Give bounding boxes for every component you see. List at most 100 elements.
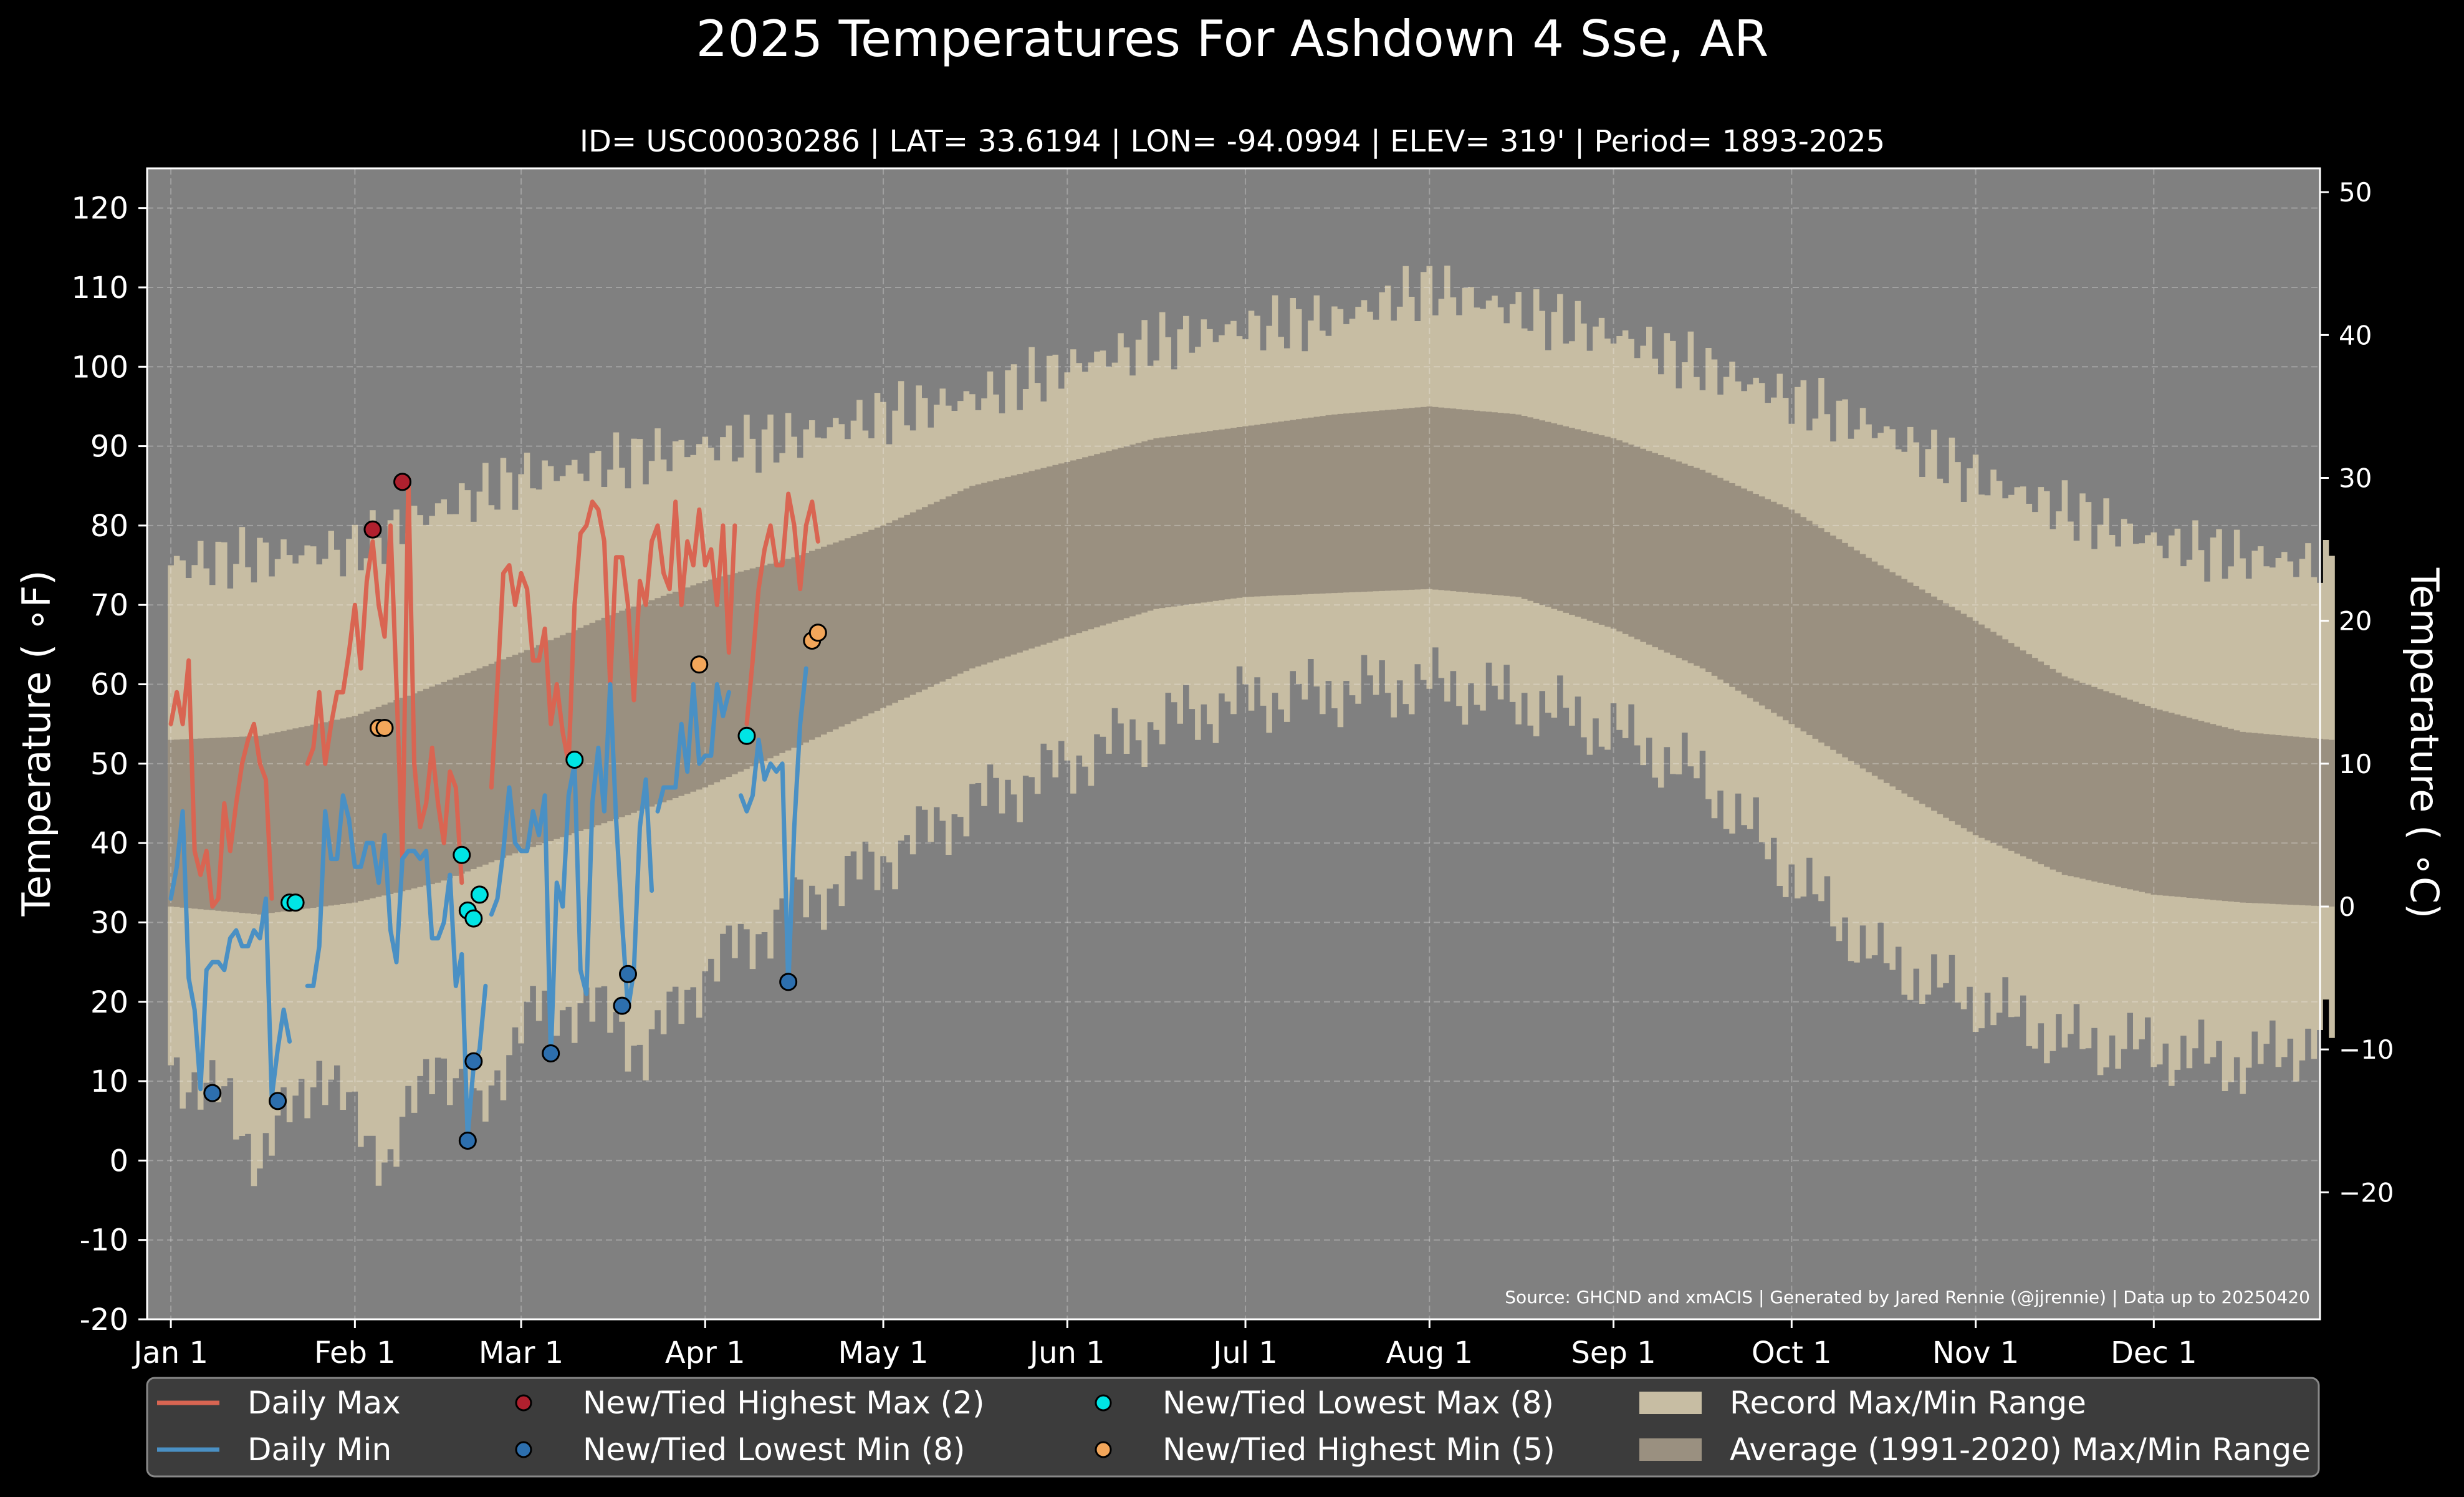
marker-new-tied-lowest-min — [779, 973, 798, 991]
normal-range-area — [168, 406, 2335, 915]
y-right-tick-label: 10 — [2339, 749, 2372, 779]
y-tick-label: 70 — [90, 588, 128, 623]
y-tick-label: 30 — [90, 905, 128, 940]
legend-patch-swatch — [1639, 1392, 1702, 1414]
legend-item: New/Tied Lowest Max (8) — [1095, 1385, 1554, 1421]
source-note: Source: GHCND and xmACIS | Generated by … — [1505, 1287, 2310, 1307]
chart-title: 2025 Temperatures For Ashdown 4 Sse, AR — [696, 10, 1769, 68]
y-tick-label: 40 — [90, 826, 128, 861]
marker-new-tied-highest-max — [363, 520, 382, 539]
daily-min-line — [168, 809, 292, 1099]
x-axis-ticks: Jan 1 Feb 1 Mar 1 Apr 1 May 1 Jun 1 Jul 1 Aug 1… — [132, 1319, 2197, 1370]
x-tick-label: Nov 1 — [1932, 1336, 2019, 1370]
legend-marker-swatch — [1095, 1441, 1112, 1458]
y-tick-label: 110 — [71, 271, 128, 306]
x-tick-label: Feb 1 — [314, 1336, 396, 1370]
legend-label: New/Tied Highest Max (2) — [583, 1385, 985, 1421]
marker-new-tied-lowest-max — [737, 726, 756, 745]
record-markers — [203, 473, 827, 1150]
marker-new-tied-highest-max — [393, 473, 412, 491]
legend-item: New/Tied Highest Max (2) — [515, 1385, 985, 1421]
legend-label: New/Tied Highest Min (5) — [1162, 1432, 1555, 1468]
y-axis-right-ticks: −20 −10 0 10 20 30 40 50 — [2320, 177, 2394, 1208]
y-tick-label: 120 — [71, 191, 128, 226]
y-tick-label: 60 — [90, 668, 128, 703]
legend-item: Record Max/Min Range — [1639, 1385, 2086, 1421]
legend-item: New/Tied Lowest Min (8) — [515, 1432, 965, 1468]
x-tick-label: May 1 — [838, 1336, 929, 1370]
daily-max-line — [489, 499, 737, 790]
plot-area — [147, 168, 2335, 1319]
marker-new-tied-lowest-max — [286, 893, 305, 912]
legend-item: Daily Max — [157, 1385, 401, 1421]
y-tick-label: 80 — [90, 509, 128, 544]
y-tick-label: 0 — [109, 1143, 128, 1178]
legend-marker-swatch — [1095, 1394, 1112, 1412]
legend-patch-swatch — [1639, 1438, 1702, 1461]
legend-label: Daily Min — [247, 1432, 391, 1468]
y-right-tick-label: 40 — [2339, 320, 2372, 350]
x-tick-label: Oct 1 — [1752, 1336, 1832, 1370]
y-right-tick-label: 30 — [2339, 463, 2372, 494]
legend-item: Average (1991-2020) Max/Min Range — [1639, 1432, 2311, 1468]
legend-marker-swatch — [515, 1441, 532, 1458]
y-tick-label: 90 — [90, 430, 128, 465]
marker-new-tied-lowest-max — [464, 909, 483, 928]
daily-min-line — [739, 666, 808, 988]
marker-new-tied-lowest-min — [203, 1084, 222, 1102]
plot-frame — [146, 167, 2321, 1321]
marker-new-tied-highest-min — [375, 719, 394, 738]
marker-new-tied-lowest-min — [464, 1052, 483, 1071]
legend: Daily Max Daily Min New/Tied Highest Max (… — [146, 1377, 2320, 1478]
marker-new-tied-lowest-min — [613, 996, 631, 1015]
marker-new-tied-highest-min — [690, 655, 709, 674]
legend-label: Average (1991-2020) Max/Min Range — [1730, 1432, 2311, 1468]
daily-max-line — [305, 476, 464, 885]
x-tick-label: Sep 1 — [1571, 1336, 1656, 1370]
marker-new-tied-lowest-max — [453, 845, 471, 864]
legend-label: Record Max/Min Range — [1730, 1385, 2086, 1421]
y-tick-label: 50 — [90, 747, 128, 782]
y-tick-label: -20 — [80, 1302, 128, 1337]
y-right-tick-label: −20 — [2339, 1177, 2394, 1208]
y-right-tick-label: −10 — [2339, 1034, 2394, 1065]
y-tick-label: -10 — [80, 1223, 128, 1258]
y-right-tick-label: 0 — [2339, 892, 2356, 922]
marker-new-tied-lowest-max — [470, 885, 489, 904]
y-right-tick-label: 20 — [2339, 606, 2372, 637]
legend-label: New/Tied Lowest Min (8) — [583, 1432, 965, 1468]
x-tick-label: Mar 1 — [479, 1336, 563, 1370]
y-axis-left-ticks: -20 -10 0 10 20 30 40 50 60 70 80 90 100 110 120 — [71, 191, 147, 1337]
x-tick-label: Jul 1 — [1211, 1336, 1278, 1370]
record-range-area — [168, 266, 2335, 1187]
x-tick-label: Jun 1 — [1028, 1336, 1105, 1370]
y-tick-label: 10 — [90, 1064, 128, 1099]
daily-max-line — [744, 491, 820, 726]
y-axis-left-label: Temperature ( ∘F) — [14, 570, 59, 917]
marker-new-tied-lowest-min — [618, 965, 637, 983]
y-tick-label: 20 — [90, 985, 128, 1020]
legend-label: New/Tied Lowest Max (8) — [1162, 1385, 1554, 1421]
chart-subtitle: ID= USC00030286 | LAT= 33.6194 | LON= -9… — [580, 124, 1885, 159]
x-tick-label: Apr 1 — [665, 1336, 745, 1370]
x-tick-label: Dec 1 — [2111, 1336, 2197, 1370]
y-right-tick-label: 50 — [2339, 177, 2372, 208]
marker-new-tied-lowest-min — [269, 1092, 287, 1110]
legend-item: New/Tied Highest Min (5) — [1095, 1432, 1555, 1468]
y-axis-right-label: Temperature ( ∘C) — [2402, 567, 2447, 919]
marker-new-tied-lowest-max — [565, 750, 584, 769]
x-tick-label: Aug 1 — [1386, 1336, 1474, 1370]
x-tick-label: Jan 1 — [132, 1336, 208, 1370]
legend-marker-swatch — [515, 1394, 532, 1412]
daily-min-line — [655, 682, 731, 814]
y-tick-label: 100 — [71, 350, 128, 385]
legend-label: Daily Max — [247, 1385, 401, 1421]
marker-new-tied-highest-min — [808, 623, 827, 642]
marker-new-tied-lowest-min — [542, 1044, 560, 1063]
marker-new-tied-lowest-min — [458, 1132, 477, 1150]
legend-box — [146, 1377, 2320, 1478]
daily-min-line — [305, 793, 488, 1139]
legend-item: Daily Min — [157, 1432, 391, 1468]
daily-max-line — [168, 658, 274, 909]
